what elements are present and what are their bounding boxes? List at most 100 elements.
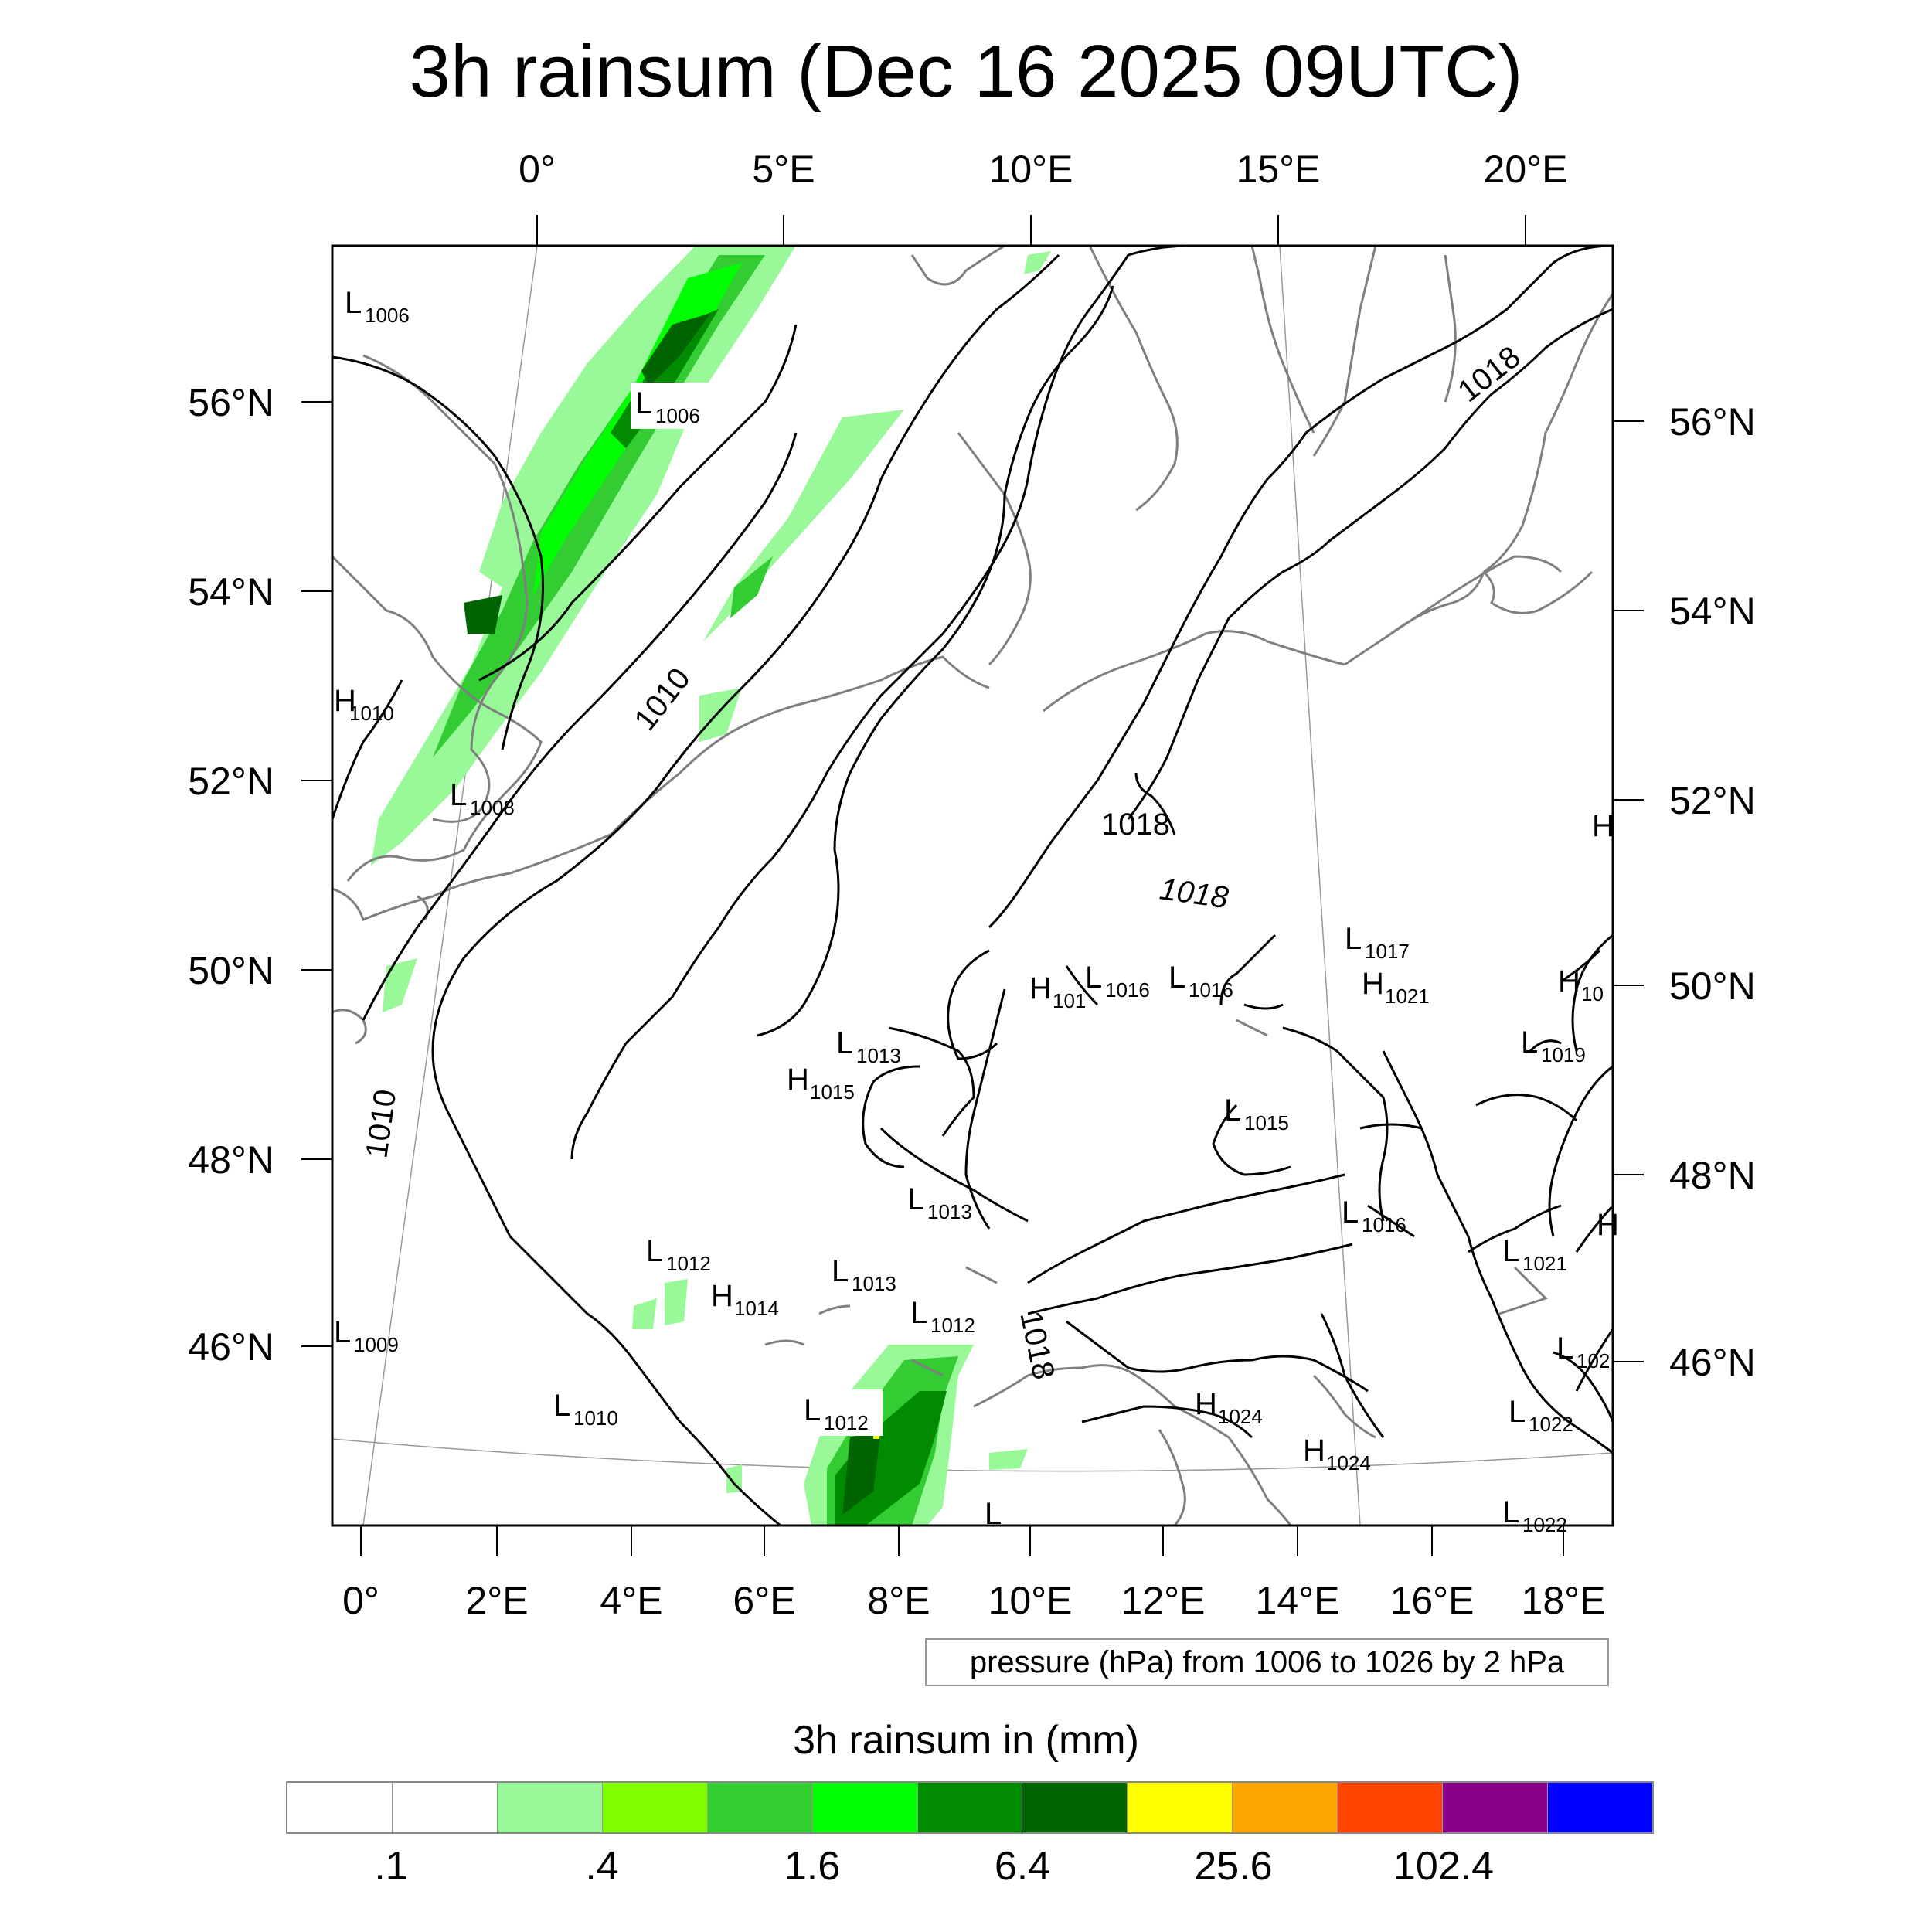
pressure-center: L 1022 — [1509, 1395, 1573, 1436]
isobar-label: 1018 — [1451, 340, 1526, 409]
right-lat-label: 52°N — [1669, 779, 1756, 822]
svg-text:102: 102 — [1577, 1349, 1610, 1372]
svg-text:1010: 1010 — [349, 702, 394, 725]
rain-patch-d — [632, 1298, 657, 1329]
svg-text:L: L — [804, 1393, 821, 1427]
pressure-center: L 1022 — [1502, 1495, 1567, 1536]
svg-text:L: L — [910, 1296, 927, 1330]
svg-text:1010: 1010 — [573, 1406, 618, 1430]
rain-patch-a — [699, 688, 742, 742]
svg-text:1013: 1013 — [852, 1272, 896, 1295]
colorbar-title: 3h rainsum in (mm) — [793, 1718, 1139, 1763]
top-lon-label: 15°E — [1236, 148, 1321, 191]
bottom-lon-label: 2°E — [465, 1579, 528, 1622]
top-lon-label: 5°E — [752, 148, 815, 191]
svg-text:H: H — [711, 1279, 733, 1313]
map-frame — [331, 244, 1614, 1527]
pressure-center: L 1013 — [836, 1026, 901, 1067]
pressure-center: L 1006 — [345, 286, 410, 327]
pressure-center: L 1013 — [832, 1254, 896, 1295]
svg-text:L: L — [1521, 1026, 1538, 1060]
bottom-lon-label: 6°E — [733, 1579, 795, 1622]
top-lon-label: 10°E — [989, 148, 1073, 191]
colorbar-swatch — [1233, 1783, 1338, 1832]
pressure-center: L — [985, 1497, 1002, 1531]
svg-text:L: L — [1168, 961, 1185, 995]
left-lat-labels: 56°N 54°N 52°N 50°N 48°N 46°N — [188, 381, 274, 1369]
rain-patch-e — [726, 1464, 742, 1493]
right-lat-label: 46°N — [1669, 1341, 1756, 1384]
pressure-center: L 1016 — [1085, 961, 1150, 1002]
pressure-center: L 102 — [1556, 1332, 1610, 1372]
colorbar-tick-label: 6.4 — [994, 1844, 1051, 1889]
left-lat-label: 46°N — [188, 1325, 274, 1369]
rain-area-medium — [433, 255, 765, 757]
top-lon-label: 20°E — [1484, 148, 1568, 191]
top-lon-labels: 0° 5°E 10°E 15°E 20°E — [519, 148, 1567, 191]
pressure-center: H 1024 — [1303, 1434, 1371, 1475]
pressure-center: L 1017 — [1345, 922, 1410, 963]
svg-text:H: H — [787, 1063, 809, 1097]
isobar-label: 1010 — [628, 662, 696, 736]
svg-text:1022: 1022 — [1529, 1413, 1573, 1436]
pressure-center: L 1019 — [1521, 1026, 1586, 1066]
svg-text:L: L — [553, 1389, 570, 1423]
svg-text:L: L — [1345, 922, 1362, 956]
svg-text:1024: 1024 — [1326, 1451, 1371, 1475]
colorbar-tick-label: 25.6 — [1194, 1844, 1273, 1889]
left-lat-label: 48°N — [188, 1138, 274, 1182]
svg-text:1016: 1016 — [1362, 1213, 1406, 1236]
rain-patch-b — [383, 958, 417, 1012]
colorbar-tick-label: 102.4 — [1393, 1844, 1495, 1889]
right-lat-label: 50°N — [1669, 964, 1756, 1008]
svg-text:1021: 1021 — [1522, 1252, 1567, 1275]
svg-text:H: H — [1029, 971, 1052, 1005]
bottom-lon-label: 4°E — [600, 1579, 662, 1622]
svg-text:H: H — [1558, 964, 1580, 998]
pressure-center: L 1010 — [553, 1389, 618, 1430]
left-lat-label: 56°N — [188, 381, 274, 424]
colorbar-tick-label: 1.6 — [784, 1844, 841, 1889]
svg-text:1006: 1006 — [365, 304, 410, 327]
top-lon-label: 0° — [519, 148, 556, 191]
pressure-center: L 1012 — [910, 1296, 975, 1337]
svg-text:L: L — [345, 286, 362, 320]
bottom-lon-label: 8°E — [867, 1579, 930, 1622]
svg-text:1013: 1013 — [927, 1200, 972, 1223]
pressure-contour-note: pressure (hPa) from 1006 to 1026 by 2 hP… — [925, 1638, 1609, 1686]
svg-text:L: L — [907, 1182, 924, 1216]
svg-text:1014: 1014 — [734, 1297, 779, 1320]
pressure-center: H 101 — [1029, 971, 1086, 1012]
colorbar-swatch — [497, 1783, 603, 1832]
colorbar-swatch — [1548, 1783, 1652, 1832]
rain-band-east-2 — [730, 556, 773, 618]
bottom-lon-label: 14°E — [1256, 1579, 1340, 1622]
bottom-lon-label: 10°E — [988, 1579, 1073, 1622]
svg-text:1021: 1021 — [1385, 985, 1430, 1008]
pressure-center: H 1014 — [711, 1279, 779, 1320]
svg-text:L: L — [832, 1254, 849, 1288]
colorbar-tick-label: .4 — [585, 1844, 619, 1889]
colorbar-swatch — [707, 1783, 813, 1832]
colorbar-swatch — [917, 1783, 1023, 1832]
rain-patch-c — [665, 1279, 688, 1325]
svg-text:L: L — [1224, 1094, 1241, 1128]
svg-text:101: 101 — [1053, 989, 1086, 1012]
rain-alps-core — [842, 1430, 881, 1515]
svg-text:1015: 1015 — [810, 1080, 855, 1104]
colorbar-swatch — [602, 1783, 708, 1832]
coastlines — [332, 246, 1613, 1526]
pressure-center: H 1015 — [787, 1063, 855, 1104]
svg-text:H: H — [1597, 1208, 1619, 1242]
svg-text:H: H — [334, 684, 356, 718]
pressure-center: H — [1597, 1208, 1619, 1242]
rain-core-2 — [464, 595, 502, 634]
pressure-center: L 1016 — [1168, 961, 1233, 1002]
pressure-center: L 1021 — [1502, 1234, 1567, 1275]
pressure-center: H — [1592, 809, 1614, 843]
pressure-center: H 1021 — [1362, 967, 1430, 1008]
pressure-center: H 1024 — [1195, 1387, 1263, 1428]
svg-text:1009: 1009 — [354, 1333, 399, 1356]
